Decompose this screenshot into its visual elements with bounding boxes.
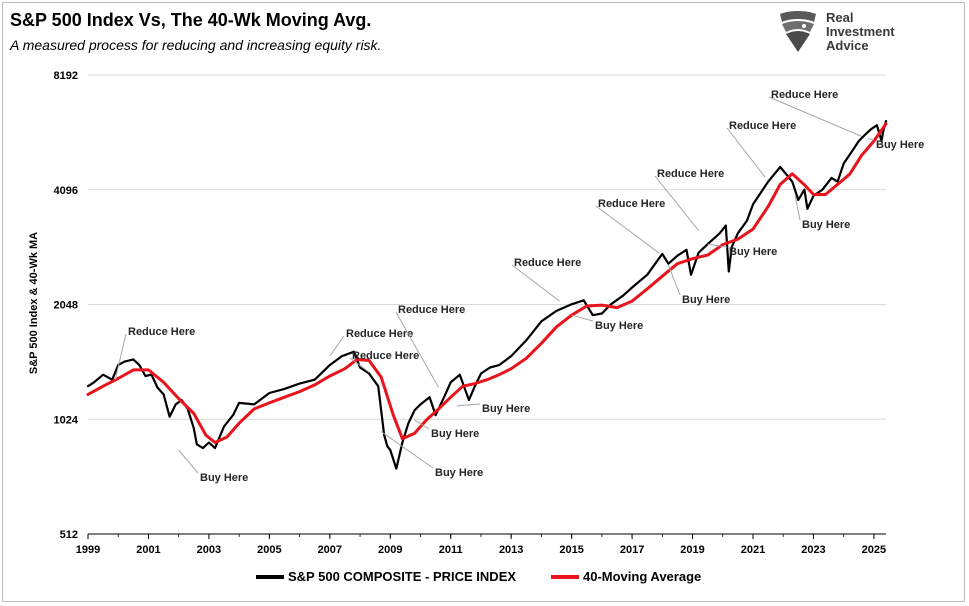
series-layer [86, 119, 888, 470]
annotation-buy-here: Buy Here [595, 320, 643, 332]
x-tick-label: 2009 [378, 544, 402, 556]
annotation-buy-here: Buy Here [802, 219, 850, 231]
legend-item-ma: 40-Moving Average [551, 569, 701, 584]
annotation-leader [178, 449, 199, 474]
legend-label-sp500: S&P 500 COMPOSITE - PRICE INDEX [288, 569, 517, 584]
annotation-reduce-here: Reduce Here [598, 198, 665, 210]
chart-title: S&P 500 Index Vs, The 40-Wk Moving Avg. [10, 10, 372, 30]
y-tick-label: 2048 [54, 300, 78, 312]
legend-swatch-ma [551, 574, 579, 579]
brand-logo: Real Investment Advice [776, 8, 926, 56]
annotation-leader [667, 264, 681, 296]
x-tick-label: 2023 [801, 544, 825, 556]
annotation-leader [395, 311, 440, 388]
y-tick-label: 512 [60, 529, 78, 541]
legend-swatch-sp500 [256, 574, 284, 579]
series-line-ma [86, 122, 888, 444]
legend-label-ma: 40-Moving Average [583, 569, 702, 584]
annotation-reduce-here: Reduce Here [398, 304, 465, 316]
brand-line-3: Advice [826, 38, 869, 53]
annotation-leader [380, 431, 434, 469]
y-tick-label: 4096 [54, 185, 78, 197]
annotation-leader [329, 335, 345, 357]
annotation-buy-here: Buy Here [682, 294, 730, 306]
annotation-leader [794, 195, 801, 221]
x-tick-label: 2021 [741, 544, 765, 556]
chart-subtitle: A measured process for reducing and incr… [10, 37, 382, 53]
annotation-reduce-here: Reduce Here [128, 326, 195, 338]
annotation-leader [456, 403, 481, 407]
axis-layer: 512 1024 2048 4096 8192 1999 2001 2003 2005 2007 2… [54, 70, 887, 556]
y-tick-label: 1024 [54, 414, 79, 426]
annotation-leader [511, 264, 560, 302]
brand-line-2: Investment [826, 24, 895, 39]
x-tick-label: 2003 [197, 544, 221, 556]
eagle-icon [780, 11, 816, 52]
annotation-leader [349, 357, 370, 373]
grid-layer [88, 74, 886, 535]
y-tick-label: 8192 [54, 70, 78, 82]
annotation-reduce-here: Reduce Here [729, 120, 796, 132]
annotation-reduce-here: Reduce Here [771, 89, 838, 101]
annotation-reduce-here: Reduce Here [352, 350, 419, 362]
annotation-buy-here: Buy Here [431, 428, 479, 440]
annotation-leader [595, 205, 660, 254]
annotation-buy-here: Buy Here [435, 467, 483, 479]
series-line-sp500 [86, 119, 888, 470]
brand-line-1: Real [826, 10, 854, 25]
x-tick-label: 2005 [257, 544, 281, 556]
annotation-buy-here: Buy Here [482, 403, 530, 415]
x-tick-label: 2017 [620, 544, 644, 556]
brand-name: Real Investment Advice [826, 11, 895, 53]
annotation-leader [867, 138, 875, 141]
annotation-leader [768, 96, 863, 137]
chart-legend: S&P 500 COMPOSITE - PRICE INDEX 40-Movin… [0, 569, 969, 589]
annotation-leader [414, 419, 430, 430]
x-tick-label: 2001 [136, 544, 160, 556]
annotation-leader [654, 175, 699, 231]
annotation-buy-here: Buy Here [200, 472, 248, 484]
annotation-buy-here: Buy Here [729, 246, 777, 258]
x-tick-label: 2011 [439, 544, 463, 556]
x-tick-label: 2007 [318, 544, 342, 556]
legend-item-sp500: S&P 500 COMPOSITE - PRICE INDEX [256, 569, 516, 584]
annotation-leader [726, 127, 766, 178]
x-tick-label: 2019 [680, 544, 704, 556]
annotation-leader [707, 243, 728, 248]
annotation-reduce-here: Reduce Here [346, 328, 413, 340]
annotation-layer: Reduce Here Buy Here Reduce Here Reduce Her… [114, 89, 924, 484]
x-tick-label: 2015 [559, 544, 583, 556]
x-tick-label: 2013 [499, 544, 523, 556]
annotation-leader [114, 333, 127, 380]
annotation-reduce-here: Reduce Here [514, 257, 581, 269]
x-tick-label: 2025 [862, 544, 886, 556]
annotation-buy-here: Buy Here [876, 139, 924, 151]
annotation-reduce-here: Reduce Here [657, 168, 724, 180]
x-tick-label: 1999 [76, 544, 100, 556]
annotation-leader [571, 314, 594, 322]
